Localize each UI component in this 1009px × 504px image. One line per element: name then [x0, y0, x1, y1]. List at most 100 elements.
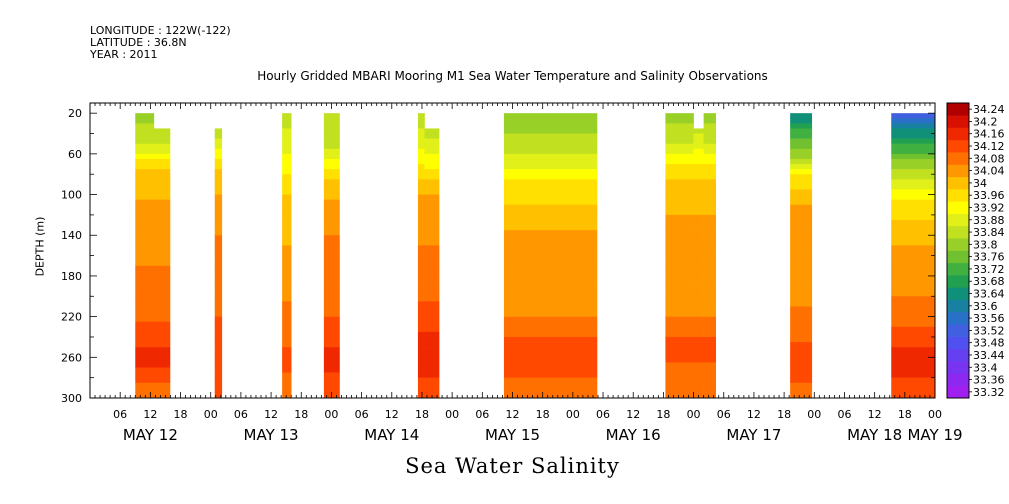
- salinity-cell: [417, 311, 425, 317]
- salinity-cell: [703, 184, 717, 190]
- salinity-cell: [282, 174, 292, 180]
- salinity-cell: [703, 133, 717, 139]
- salinity-cell: [665, 387, 694, 394]
- salinity-cell: [153, 245, 171, 251]
- colorbar-label: 33.88: [973, 214, 1005, 227]
- salinity-cell: [135, 275, 155, 282]
- salinity-cell: [665, 306, 694, 312]
- salinity-cell: [703, 230, 717, 236]
- salinity-cell: [135, 179, 155, 185]
- salinity-cell: [891, 250, 936, 256]
- salinity-cell: [417, 270, 425, 277]
- salinity-cell: [693, 357, 704, 363]
- salinity-cell: [503, 138, 598, 144]
- salinity-cell: [703, 174, 717, 180]
- salinity-cell: [891, 169, 936, 175]
- salinity-cell: [703, 296, 717, 302]
- salinity-cell: [323, 169, 340, 175]
- salinity-cell: [790, 133, 813, 139]
- salinity-cell: [214, 286, 223, 292]
- x-tick-label: 00: [324, 408, 338, 421]
- colorbar-label: 34.24: [973, 103, 1005, 116]
- salinity-cell: [703, 286, 717, 292]
- salinity-cell: [891, 128, 936, 134]
- salinity-cell: [323, 387, 340, 394]
- salinity-cell: [417, 255, 425, 261]
- salinity-cell: [323, 316, 340, 323]
- salinity-cell: [153, 128, 171, 134]
- salinity-cell: [323, 204, 340, 211]
- salinity-cell: [135, 357, 155, 363]
- salinity-cell: [135, 367, 155, 373]
- salinity-cell: [323, 179, 340, 185]
- salinity-cell: [282, 316, 292, 323]
- salinity-cell: [323, 357, 340, 363]
- salinity-cell: [891, 372, 936, 378]
- salinity-cell: [703, 189, 717, 195]
- salinity-cell: [214, 148, 223, 155]
- colorbar-label: 34.2: [973, 115, 998, 128]
- salinity-cell: [693, 311, 704, 317]
- salinity-cell: [503, 275, 598, 282]
- salinity-cell: [135, 296, 155, 302]
- salinity-cell: [135, 326, 155, 333]
- salinity-cell: [665, 240, 694, 246]
- salinity-cell: [665, 194, 694, 200]
- salinity-cell: [214, 169, 223, 175]
- salinity-cell: [891, 113, 936, 119]
- salinity-cell: [282, 128, 292, 134]
- salinity-cell: [214, 240, 223, 246]
- salinity-cell: [503, 392, 598, 399]
- salinity-cell: [424, 357, 440, 363]
- salinity-cell: [790, 240, 813, 246]
- salinity-cell: [417, 138, 425, 144]
- salinity-cell: [665, 291, 694, 297]
- salinity-cell: [503, 214, 598, 221]
- x-tick-label: 12: [626, 408, 640, 421]
- salinity-cell: [693, 184, 704, 190]
- salinity-cell: [282, 352, 292, 358]
- salinity-cell: [503, 321, 598, 328]
- salinity-cell: [282, 169, 292, 175]
- salinity-cell: [417, 281, 425, 287]
- x-date-label: MAY 16: [606, 426, 661, 444]
- salinity-cell: [323, 291, 340, 297]
- salinity-cell: [214, 362, 223, 368]
- salinity-cell: [323, 347, 340, 353]
- salinity-cell: [424, 372, 440, 378]
- salinity-cell: [282, 281, 292, 287]
- y-tick-label: 300: [61, 392, 82, 405]
- salinity-cell: [417, 250, 425, 256]
- salinity-cell: [503, 306, 598, 312]
- salinity-cell: [282, 118, 292, 124]
- salinity-cell: [424, 214, 440, 221]
- salinity-cell: [703, 219, 717, 226]
- salinity-cell: [665, 123, 694, 129]
- salinity-cell: [665, 270, 694, 277]
- salinity-cell: [665, 189, 694, 195]
- y-tick-label: 180: [61, 270, 82, 283]
- salinity-cell: [153, 392, 171, 399]
- salinity-cell: [665, 392, 694, 399]
- salinity-cell: [135, 153, 155, 160]
- salinity-cell: [417, 209, 425, 216]
- x-tick-label: 00: [807, 408, 821, 421]
- salinity-cell: [503, 377, 598, 384]
- salinity-cell: [891, 347, 936, 353]
- salinity-cell: [323, 296, 340, 302]
- salinity-cell: [665, 367, 694, 373]
- salinity-cell: [282, 179, 292, 185]
- x-tick-label: 06: [717, 408, 731, 421]
- salinity-cell: [703, 306, 717, 312]
- salinity-cell: [703, 128, 717, 134]
- salinity-cell: [790, 214, 813, 221]
- salinity-cell: [135, 214, 155, 221]
- salinity-cell: [891, 164, 936, 170]
- colorbar-swatch: [947, 385, 969, 399]
- salinity-cell: [703, 265, 717, 272]
- y-tick-label: 20: [68, 107, 82, 120]
- salinity-cell: [790, 301, 813, 307]
- salinity-cell: [665, 275, 694, 282]
- salinity-cell: [503, 372, 598, 378]
- salinity-cell: [323, 331, 340, 338]
